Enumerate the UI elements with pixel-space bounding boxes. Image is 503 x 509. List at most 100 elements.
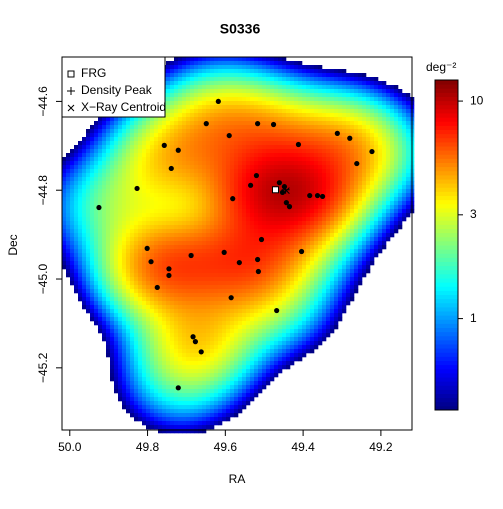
density-cell xyxy=(254,341,259,346)
density-cell xyxy=(78,233,83,238)
density-cell xyxy=(158,277,163,282)
density-cell xyxy=(178,377,183,382)
density-cell xyxy=(246,101,251,106)
density-cell xyxy=(310,289,315,294)
density-cell xyxy=(126,189,131,194)
density-cell xyxy=(270,305,275,310)
density-cell xyxy=(130,357,135,362)
density-cell xyxy=(254,289,259,294)
density-cell xyxy=(202,213,207,218)
density-cell xyxy=(90,181,95,186)
density-cell xyxy=(86,177,91,182)
density-cell xyxy=(202,221,207,226)
density-cell xyxy=(246,161,251,166)
density-cell xyxy=(302,69,307,74)
density-cell xyxy=(210,345,215,350)
density-cell xyxy=(290,61,295,66)
density-cell xyxy=(214,241,219,246)
density-cell xyxy=(290,69,295,74)
density-cell xyxy=(166,409,171,414)
density-cell xyxy=(202,197,207,202)
density-cell xyxy=(274,73,279,78)
density-cell xyxy=(202,253,207,258)
density-cell xyxy=(254,249,259,254)
density-cell xyxy=(282,249,287,254)
density-cell xyxy=(110,257,115,262)
density-cell xyxy=(294,145,299,150)
density-cell xyxy=(202,209,207,214)
density-cell xyxy=(74,277,79,282)
density-cell xyxy=(94,177,99,182)
density-cell xyxy=(122,321,127,326)
density-cell xyxy=(166,117,171,122)
density-cell xyxy=(74,273,79,278)
density-cell xyxy=(274,201,279,206)
density-cell xyxy=(150,301,155,306)
density-cell xyxy=(258,185,263,190)
density-cell xyxy=(78,273,83,278)
density-cell xyxy=(238,125,243,130)
density-cell xyxy=(94,193,99,198)
density-cell xyxy=(170,349,175,354)
density-cell xyxy=(134,293,139,298)
density-cell xyxy=(310,337,315,342)
density-cell xyxy=(290,121,295,126)
density-cell xyxy=(226,225,231,230)
density-cell xyxy=(266,249,271,254)
density-cell xyxy=(150,369,155,374)
density-cell xyxy=(150,225,155,230)
density-cell xyxy=(70,253,75,258)
density-cell xyxy=(266,209,271,214)
density-cell xyxy=(106,181,111,186)
density-cell xyxy=(86,269,91,274)
density-cell xyxy=(218,181,223,186)
density-cell xyxy=(218,293,223,298)
density-cell xyxy=(122,257,127,262)
density-cell xyxy=(154,209,159,214)
density-cell xyxy=(138,313,143,318)
density-cell xyxy=(206,317,211,322)
density-cell xyxy=(110,317,115,322)
density-cell xyxy=(158,225,163,230)
density-cell xyxy=(102,297,107,302)
density-cell xyxy=(142,185,147,190)
density-cell xyxy=(198,425,203,430)
density-cell xyxy=(226,373,231,378)
density-cell xyxy=(114,181,119,186)
density-cell xyxy=(306,241,311,246)
density-cell xyxy=(222,241,227,246)
density-cell xyxy=(310,125,315,130)
density-cell xyxy=(270,161,275,166)
density-cell xyxy=(106,285,111,290)
density-cell xyxy=(150,413,155,418)
density-cell xyxy=(286,269,291,274)
density-cell xyxy=(94,137,99,142)
density-cell xyxy=(290,117,295,122)
density-cell xyxy=(190,149,195,154)
density-cell xyxy=(118,129,123,134)
density-cell xyxy=(294,205,299,210)
density-cell xyxy=(178,333,183,338)
density-cell xyxy=(314,73,319,78)
density-cell xyxy=(210,253,215,258)
density-cell xyxy=(146,381,151,386)
density-cell xyxy=(214,405,219,410)
density-cell xyxy=(150,161,155,166)
density-cell xyxy=(82,273,87,278)
density-cell xyxy=(198,189,203,194)
density-cell xyxy=(318,85,323,90)
density-cell xyxy=(282,365,287,370)
density-cell xyxy=(86,245,91,250)
density-cell xyxy=(266,265,271,270)
density-cell xyxy=(238,257,243,262)
density-cell xyxy=(218,309,223,314)
density-cell xyxy=(170,253,175,258)
density-cell xyxy=(190,117,195,122)
density-cell xyxy=(270,85,275,90)
density-cell xyxy=(206,57,211,62)
density-cell xyxy=(294,281,299,286)
density-cell xyxy=(290,125,295,130)
density-cell xyxy=(262,129,267,134)
density-cell xyxy=(170,185,175,190)
density-cell xyxy=(134,225,139,230)
